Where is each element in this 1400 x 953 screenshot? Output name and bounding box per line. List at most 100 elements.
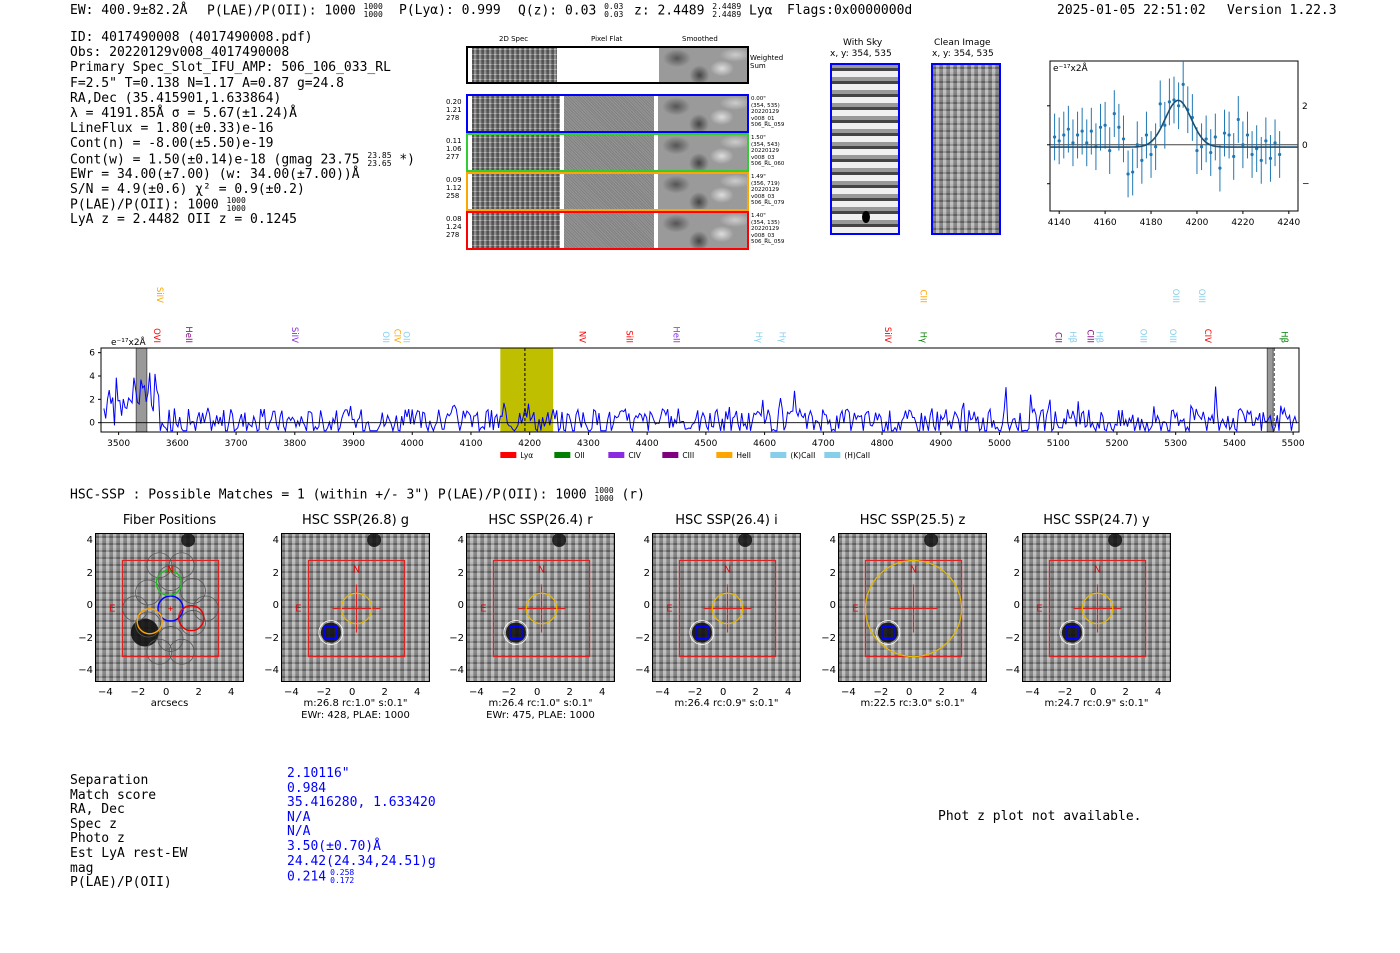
- fiber-circle: [168, 638, 195, 665]
- match-plae-range: 0.258 0.172: [330, 868, 355, 886]
- hsc-y-tick-label: 0: [1013, 600, 1020, 611]
- zoom-data-point: [1135, 143, 1139, 147]
- match-value: N/A: [287, 810, 436, 826]
- spectrum-x-tick-label: 3900: [342, 439, 365, 449]
- east-label: E: [666, 604, 672, 615]
- hsc-x-tick-label: 0: [720, 687, 727, 698]
- match-value: 24.42(24.34,24.51)g: [287, 854, 436, 870]
- fiber-circle: [192, 595, 219, 622]
- hsc-y-tick-label: 2: [1013, 567, 1020, 579]
- hsc-y-ticks: 4 2 0 −2 −4: [78, 533, 93, 682]
- emission-line-label: NV: [577, 331, 587, 343]
- hsc-y-ticks: 4 2 0 −2 −4: [1005, 533, 1020, 682]
- fiber-strip: [466, 94, 749, 133]
- zoom-data-point: [1075, 133, 1080, 137]
- spectrum-x-tick-label: 3500: [107, 439, 130, 449]
- zoom-data-point: [1144, 133, 1149, 137]
- hsc-caption-2: EWr: 428, PLAE: 1000: [301, 710, 410, 721]
- match-value: 0.984: [287, 781, 436, 797]
- fiber-stat-value: 278: [446, 114, 460, 122]
- fiber-stat-value: 1.24: [446, 223, 462, 231]
- spectrum-x-tick-label: 4800: [871, 439, 894, 449]
- fiber-smoothed: [658, 174, 747, 209]
- hsc-caption-2: EWr: 475, PLAE: 1000: [486, 710, 595, 721]
- hsc-panel-title: Fiber Positions: [122, 513, 217, 528]
- fiber-stat-value: 258: [446, 192, 460, 200]
- match-label: Match score: [70, 787, 157, 803]
- spectrum-y-tick-label: 4: [89, 372, 95, 382]
- zoom-data-point: [1181, 82, 1185, 86]
- fiber-meta: 1.40" (354, 135) 20220129 v008_03 506_RL_059: [751, 213, 784, 246]
- aperture-box: [307, 559, 406, 658]
- zoom-data-point: [1052, 135, 1057, 139]
- hsc-y-tick-label: 4: [86, 535, 93, 546]
- emission-line-label: Hβ: [1278, 331, 1288, 343]
- info-obs: Obs: 20220129v008_4017490008: [70, 45, 290, 61]
- hsc-x-tick-label: 0: [349, 687, 356, 698]
- zoom-data-point: [1149, 152, 1153, 157]
- east-label: E: [852, 604, 858, 615]
- spectrum-x-tick-label: 5300: [1164, 439, 1187, 449]
- match-ellipse: [318, 620, 344, 645]
- source-blob: [1061, 622, 1082, 643]
- match-marker: [1065, 625, 1079, 640]
- east-label: E: [295, 604, 301, 615]
- fiber-stats: 0.11 1.06 277: [446, 137, 462, 161]
- legend-label: (H)CaII: [844, 451, 870, 460]
- zoom-gaussian-fit: [1050, 99, 1298, 148]
- fiber-circle: [146, 552, 173, 579]
- legend-label: OII: [574, 451, 584, 460]
- hsc-x-tick-label: 4: [599, 687, 606, 698]
- hsc-panel-title: HSC SSP(26.4) r: [488, 513, 593, 528]
- east-label: E: [1036, 604, 1042, 615]
- fiber-stats: 0.08 1.24 278: [446, 215, 462, 239]
- match-ellipse: [875, 620, 901, 645]
- emission-line-label: HeII: [671, 326, 681, 343]
- fiber-stat-value: 0.09: [446, 176, 462, 184]
- zoom-data-point: [1273, 141, 1277, 145]
- fiber-smoothed: [658, 96, 747, 131]
- zoom-data-point: [1089, 129, 1093, 133]
- hsc-heading-range: 1000 1000: [594, 486, 614, 503]
- source-blob: [877, 622, 898, 643]
- photometry-aperture: [340, 592, 373, 625]
- north-label: N: [538, 564, 545, 575]
- fiber-stat-value: 1.21: [446, 106, 462, 114]
- spectrum-frame: [100, 347, 1300, 433]
- hsc-y-tick-label: 4: [829, 535, 836, 546]
- zoom-data-point: [1098, 125, 1103, 129]
- zoom-data-point: [1232, 154, 1236, 159]
- match-label: RA, Dec: [70, 802, 125, 818]
- fiber-stat-value: 278: [446, 231, 460, 239]
- hsc-x-tick-label: −4: [841, 687, 856, 698]
- line-fit-plot: 4140 4160 4180 4200 4220 4240 −2 0 2 e⁻¹⁷x2Å: [1047, 60, 1310, 228]
- hsc-cutout-overlay: NE: [852, 534, 963, 658]
- info-plae: P(LAE)/P(OII): 1000 1000 1000: [70, 196, 246, 214]
- spectrum-x-tick-label: 5500: [1282, 439, 1305, 449]
- spectrum-x-tick-label: 4000: [401, 439, 424, 449]
- fiber-stat-value: 0.11: [446, 137, 462, 145]
- zoom-data-point: [1227, 133, 1231, 137]
- fiber-stat-value: 0.08: [446, 215, 462, 223]
- zoom-data-point: [1140, 158, 1144, 162]
- legend-label: Lyα: [520, 451, 533, 460]
- hsc-y-tick-label: 4: [1013, 535, 1020, 546]
- emission-line-label: Hγ: [776, 332, 786, 343]
- fiber-circle: [157, 626, 184, 652]
- source-blob: [505, 622, 526, 643]
- zoom-x-tick-label: 4140: [1048, 218, 1071, 228]
- with-sky-xy: x, y: 354, 535: [830, 49, 892, 59]
- fiber-2d-spec: [472, 96, 560, 131]
- hsc-y-tick-label: −2: [449, 632, 464, 644]
- fiber-strip: [466, 211, 749, 250]
- zoom-data-point: [1195, 149, 1199, 153]
- fiber-2d-spec: [472, 174, 560, 209]
- hsc-y-tick-label: 0: [643, 600, 650, 611]
- hsc-x-tick-label: 4: [414, 687, 421, 698]
- info-params: F=2.5" T=0.138 N=1.17 A=0.87 g=24.8: [70, 75, 344, 91]
- col-2d-spec: 2D Spec: [499, 35, 529, 43]
- match-ellipse: [503, 620, 529, 645]
- top-source-blob: [367, 534, 382, 547]
- spectrum-x-tick-label: 3800: [283, 439, 306, 449]
- match-labels: Separation Match score RA, Dec Spec z Photo …: [70, 773, 187, 891]
